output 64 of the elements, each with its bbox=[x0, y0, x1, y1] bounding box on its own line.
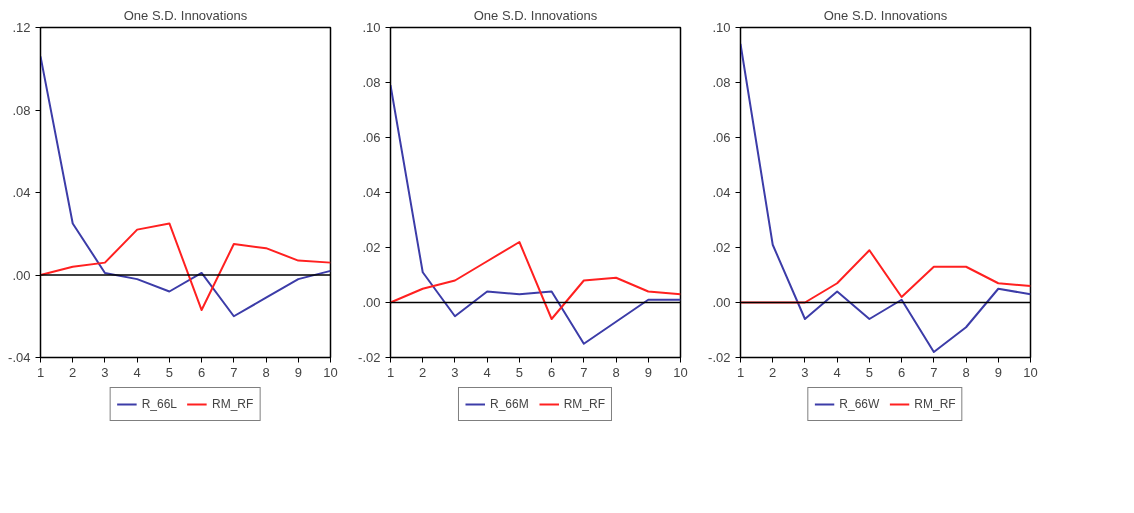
x-tick-label: 4 bbox=[833, 364, 841, 380]
chart-title: One S.D. Innovations bbox=[473, 7, 598, 23]
y-tick-label: .06 bbox=[712, 130, 731, 145]
y-tick-label: .08 bbox=[362, 75, 381, 90]
y-tick-label: .00 bbox=[712, 295, 731, 310]
x-tick-label: 3 bbox=[801, 364, 809, 380]
x-tick-label: 1 bbox=[36, 364, 45, 380]
legend-label: R_66W bbox=[839, 397, 880, 411]
line-series bbox=[390, 241, 681, 320]
line-series bbox=[40, 55, 331, 318]
legend-label: RM_RF bbox=[914, 397, 956, 411]
x-tick-label: 9 bbox=[994, 364, 1002, 380]
x-tick-label: 6 bbox=[198, 364, 206, 380]
y-tick-label: -.02 bbox=[708, 350, 731, 365]
x-tick-label: 3 bbox=[101, 364, 109, 380]
x-tick-label: 8 bbox=[262, 364, 270, 380]
y-tick-label: .08 bbox=[712, 75, 731, 90]
x-tick-label: 5 bbox=[515, 364, 524, 380]
x-tick-label: 9 bbox=[644, 364, 652, 380]
x-tick-label: 7 bbox=[580, 364, 588, 380]
line-series bbox=[40, 222, 331, 312]
y-tick-label: .12 bbox=[12, 20, 31, 35]
x-tick-label: 2 bbox=[769, 364, 777, 380]
x-tick-label: 5 bbox=[865, 364, 874, 380]
x-tick-label: 7 bbox=[930, 364, 938, 380]
y-tick-label: .08 bbox=[12, 102, 31, 118]
x-tick-label: 2 bbox=[419, 364, 427, 380]
x-tick-label: 4 bbox=[133, 364, 141, 380]
x-tick-label: 4 bbox=[483, 364, 491, 380]
x-tick-label: 7 bbox=[230, 364, 238, 380]
y-tick-label: .00 bbox=[12, 267, 31, 283]
x-tick-label: 1 bbox=[736, 364, 745, 380]
x-tick-label: 8 bbox=[612, 364, 620, 380]
x-tick-label: 1 bbox=[386, 364, 395, 380]
chart-title: One S.D. Innovations bbox=[123, 7, 248, 23]
chart-title: One S.D. Innovations bbox=[823, 7, 948, 23]
y-tick-label: .04 bbox=[12, 185, 31, 200]
y-tick-label: .04 bbox=[712, 185, 731, 200]
legend-label: R_66L bbox=[141, 397, 178, 411]
y-tick-label: .04 bbox=[362, 185, 381, 200]
x-tick-label: 10 bbox=[1023, 364, 1038, 380]
y-tick-label: .10 bbox=[712, 20, 731, 35]
line-series bbox=[740, 43, 1031, 353]
x-tick-label: 6 bbox=[548, 364, 556, 380]
x-tick-label: 10 bbox=[673, 364, 688, 380]
y-tick-label: .02 bbox=[362, 240, 381, 255]
line-series bbox=[740, 249, 1031, 304]
x-tick-label: 3 bbox=[451, 364, 459, 380]
x-tick-label: 6 bbox=[898, 364, 906, 380]
x-tick-label: 8 bbox=[962, 364, 970, 380]
line-series bbox=[390, 84, 681, 345]
x-tick-label: 9 bbox=[294, 364, 302, 380]
y-tick-label: .00 bbox=[362, 295, 381, 310]
x-tick-label: 10 bbox=[323, 364, 338, 380]
legend-label: RM_RF bbox=[563, 397, 606, 411]
y-tick-label: .02 bbox=[712, 240, 731, 255]
y-tick-label: .10 bbox=[362, 20, 381, 35]
x-tick-label: 2 bbox=[69, 364, 77, 380]
legend-label: RM_RF bbox=[212, 397, 254, 411]
y-tick-label: -.02 bbox=[358, 350, 381, 365]
legend-label: R_66M bbox=[489, 397, 529, 411]
y-tick-label: .06 bbox=[362, 130, 381, 145]
y-tick-label: -.04 bbox=[8, 350, 31, 365]
x-tick-label: 5 bbox=[165, 364, 174, 380]
